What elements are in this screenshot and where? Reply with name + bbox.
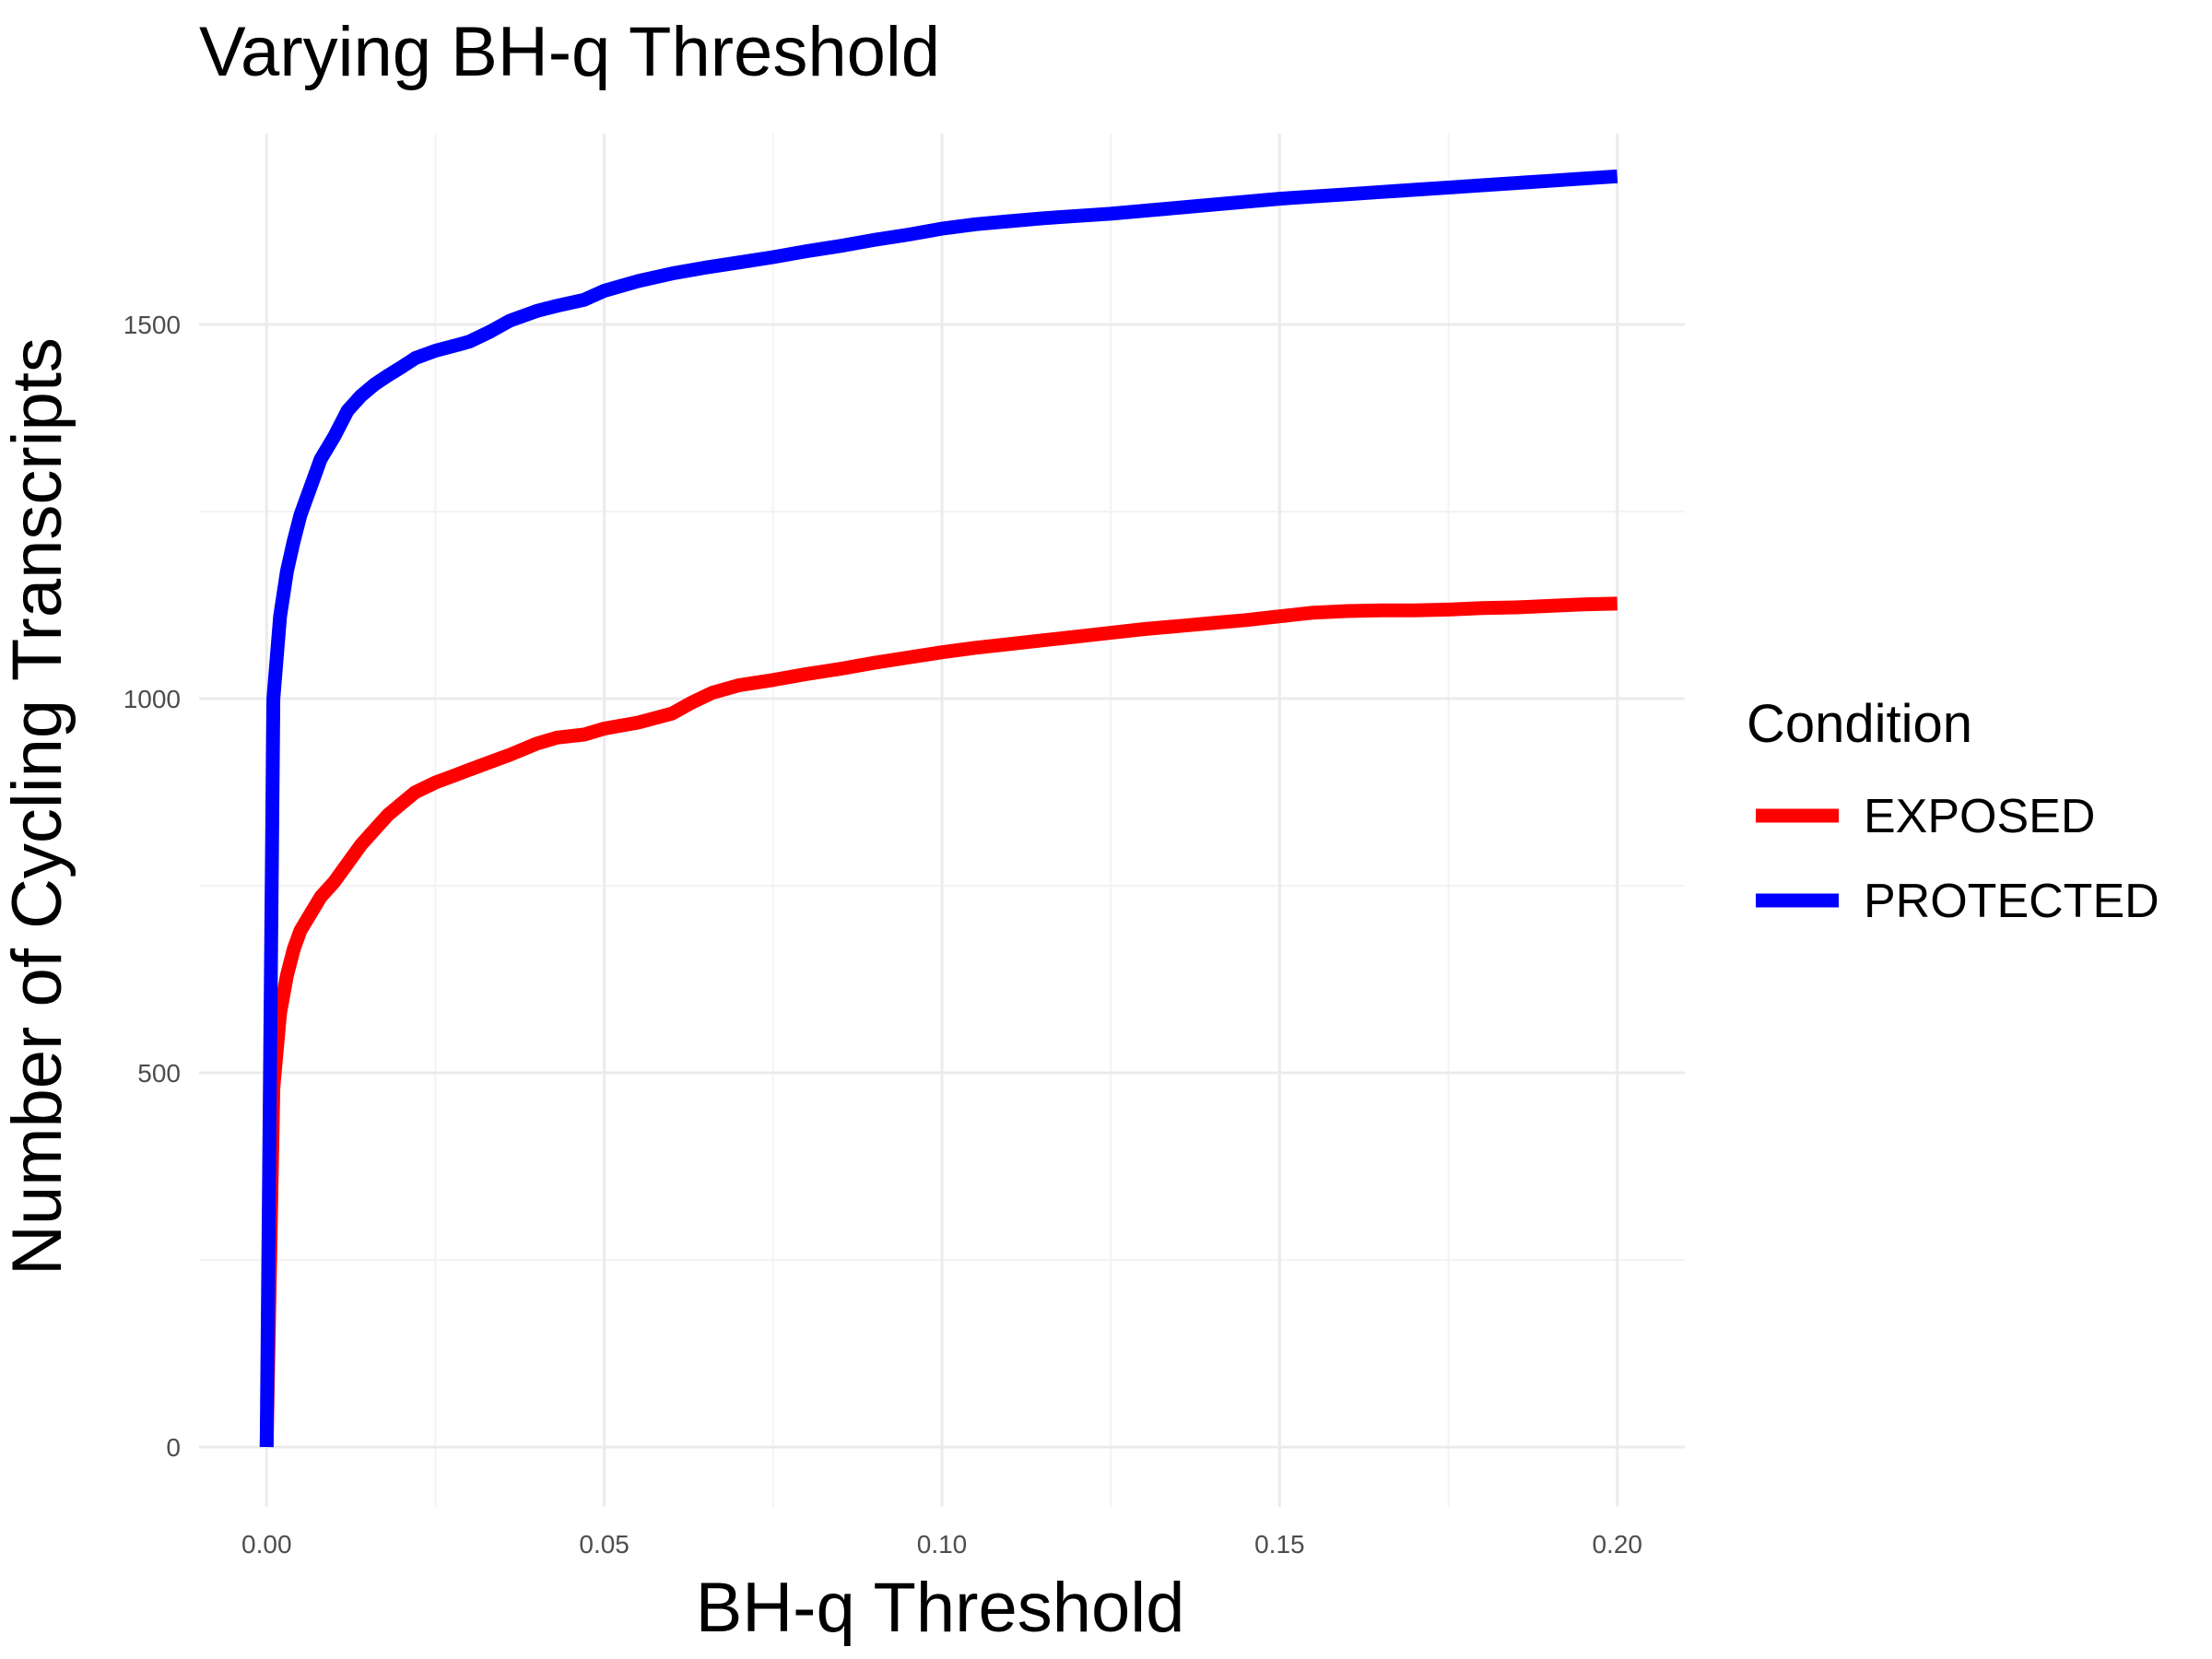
y-axis-tick-labels: 0 500 1000 1500 (124, 311, 181, 1462)
legend-title: Condition (1747, 694, 1972, 754)
y-tick-label: 1500 (124, 311, 181, 339)
legend-items: EXPOSED PROTECTED (1756, 790, 2159, 928)
x-tick-label: 0.20 (1592, 1530, 1642, 1559)
series-lines (259, 169, 1618, 1448)
x-tick-label: 0.15 (1254, 1530, 1305, 1559)
x-tick-label: 0.00 (241, 1530, 292, 1559)
legend: Condition EXPOSED PROTECTED (1747, 694, 2159, 928)
legend-label-exposed: EXPOSED (1864, 790, 2095, 843)
y-tick-label: 0 (166, 1433, 181, 1462)
x-axis-tick-labels: 0.00 0.05 0.10 0.15 0.20 (241, 1530, 1642, 1559)
legend-label-protected: PROTECTED (1864, 875, 2159, 928)
y-axis-title: Number of Cycling Transcripts (0, 337, 76, 1276)
x-axis-title: BH-q Threshold (696, 1569, 1185, 1647)
series-line-exposed (259, 596, 1618, 1448)
x-tick-label: 0.10 (917, 1530, 968, 1559)
series-line-protected (259, 169, 1618, 1448)
major-gridlines (199, 134, 1685, 1507)
y-tick-label: 1000 (124, 685, 181, 713)
chart-title: Varying BH-q Threshold (199, 13, 940, 91)
y-tick-label: 500 (137, 1059, 181, 1088)
x-tick-label: 0.05 (579, 1530, 629, 1559)
